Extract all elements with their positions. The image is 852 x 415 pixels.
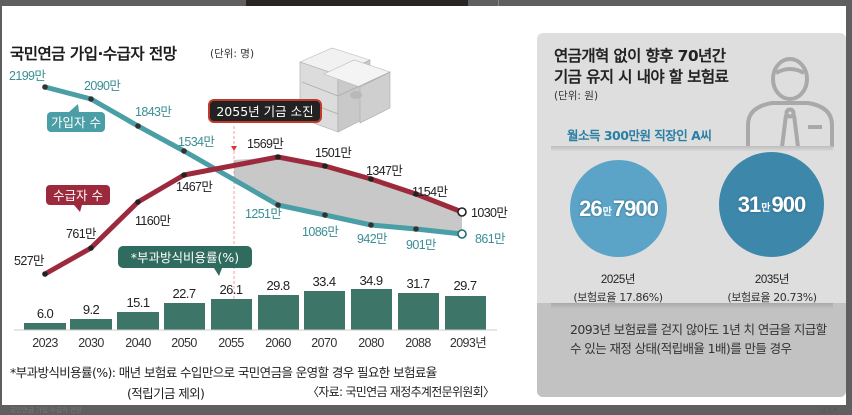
svg-text:942만: 942만 — [357, 232, 388, 246]
premium-divider — [551, 146, 833, 151]
money-stack-icon — [299, 47, 391, 133]
svg-text:2055: 2055 — [218, 336, 244, 350]
premium-circle-2035: 31 만 900 — [719, 152, 824, 257]
recipients-labels: 527만 761만 1160만 1467만 1569만 1501만 1347만 … — [14, 137, 509, 268]
svg-text:1501만: 1501만 — [315, 146, 352, 160]
premium-unit: (단위: 원) — [554, 90, 599, 102]
subscribers-callout: 가입자 수 — [47, 104, 105, 132]
subscribers-end-point — [457, 229, 467, 239]
subscribers-labels: 2199만 2090만 1843만 1534만 1251만 1086만 942만… — [9, 69, 507, 252]
svg-text:901만: 901만 — [406, 238, 437, 252]
premium-circle-2025: 26 만 7900 — [570, 160, 667, 257]
svg-text:2030: 2030 — [78, 336, 104, 350]
recipients-callout: 수급자 수 — [46, 185, 110, 212]
svg-text:6.0: 6.0 — [37, 306, 54, 321]
svg-text:1347만: 1347만 — [366, 164, 403, 178]
svg-text:2055년 기금 소진: 2055년 기금 소진 — [216, 104, 313, 119]
svg-text:1251만: 1251만 — [245, 207, 282, 221]
subscribers-points — [42, 84, 419, 232]
population-chart: 2199만 2090만 1843만 1534만 1251만 1086만 942만… — [9, 47, 509, 350]
background-photo-strip — [246, 0, 468, 8]
svg-text:29.8: 29.8 — [267, 278, 290, 293]
svg-text:22.7: 22.7 — [173, 286, 196, 301]
recipients-end-point — [457, 207, 467, 217]
source-credit: 〈자료: 국민연금 재정추계전문위원회〉 — [307, 385, 495, 399]
svg-text:1467만: 1467만 — [176, 180, 213, 194]
svg-text:2070: 2070 — [311, 336, 337, 350]
svg-text:2060: 2060 — [265, 336, 291, 350]
close-button[interactable]: 닫기✕ — [820, 405, 839, 414]
depletion-callout: 2055년 기금 소진 — [208, 99, 322, 123]
depletion-arrow-icon — [231, 146, 237, 151]
image-caption: 국민연금 가입·수급자 전망 — [10, 406, 82, 414]
svg-text:26.1: 26.1 — [220, 282, 243, 297]
svg-text:15.1: 15.1 — [127, 295, 150, 310]
ratio-footnote: *부과방식비용률(%): 매년 보험료 수입만으로 국민연금을 운영할 경우 필… — [10, 365, 437, 380]
svg-text:1569만: 1569만 — [247, 137, 284, 151]
svg-text:1154만: 1154만 — [412, 185, 448, 199]
ratio-bars — [24, 289, 486, 330]
ratio-footnote-2: (적립기금 제외) — [127, 386, 205, 401]
chart-title: 국민연금 가입·수급자 전망 — [10, 45, 177, 63]
svg-text:수급자 수: 수급자 수 — [53, 188, 103, 203]
svg-text:2050: 2050 — [171, 336, 197, 350]
svg-text:1030만: 1030만 — [471, 206, 508, 220]
svg-text:29.7: 29.7 — [454, 278, 477, 293]
svg-text:2040: 2040 — [125, 336, 151, 350]
svg-text:33.4: 33.4 — [313, 274, 336, 289]
svg-text:2093년: 2093년 — [450, 336, 486, 350]
premium-subtitle: 월소득 300만원 직장인 A씨 — [567, 128, 712, 143]
svg-text:1843만: 1843만 — [135, 105, 172, 119]
svg-text:9.2: 9.2 — [83, 302, 100, 317]
premium-note: 2093년 보험료를 걷지 않아도 1년 치 연금을 지급할 수 있는 재정 상… — [570, 322, 827, 356]
chart-unit: (단위: 명) — [210, 48, 255, 60]
premium-year-2025: 2025년 — [600, 274, 636, 286]
premium-note-box: 2093년 보험료를 걷지 않아도 1년 치 연금을 지급할 수 있는 재정 상… — [537, 303, 846, 397]
premium-panel: 연금개혁 없이 향후 70년간 기금 유지 시 내야 할 보험료 (단위: 원)… — [537, 33, 846, 397]
premium-rate-2035: (보험료율 20.73%) — [727, 291, 817, 304]
x-axis-labels: 2023 2030 2040 2050 2055 2060 2070 2080 … — [32, 336, 487, 350]
svg-text:2023: 2023 — [32, 336, 58, 350]
svg-text:가입자 수: 가입자 수 — [51, 115, 101, 130]
recipients-points — [42, 154, 419, 277]
svg-text:2080: 2080 — [358, 336, 384, 350]
svg-text:1086만: 1086만 — [302, 225, 339, 239]
background-divider — [498, 0, 499, 8]
svg-text:2088: 2088 — [405, 336, 431, 350]
svg-text:1160만: 1160만 — [135, 214, 171, 228]
svg-text:*부과방식비용률(%): *부과방식비용률(%) — [131, 250, 239, 265]
svg-text:2090만: 2090만 — [84, 79, 121, 93]
svg-text:1534만: 1534만 — [178, 135, 215, 149]
bar-value-labels: 6.0 9.2 15.1 22.7 26.1 29.8 33.4 34.9 31… — [37, 273, 478, 321]
premium-rate-2025: (보험료율 17.86%) — [573, 291, 663, 304]
premium-year-2035: 2035년 — [754, 274, 790, 286]
premium-title: 연금개혁 없이 향후 70년간 기금 유지 시 내야 할 보험료 — [554, 47, 729, 86]
svg-text:527만: 527만 — [14, 254, 45, 268]
svg-text:31.7: 31.7 — [407, 276, 430, 291]
svg-text:34.9: 34.9 — [360, 273, 383, 288]
close-icon: ✕ — [831, 405, 839, 414]
fund-gap-area — [234, 157, 462, 234]
svg-text:2199만: 2199만 — [9, 69, 46, 83]
office-worker-icon — [746, 57, 834, 147]
svg-text:861만: 861만 — [475, 232, 506, 246]
infographic-modal: 국민연금 가입·수급자 전망 (단위: 명) — [2, 6, 846, 414]
ratio-callout: *부과방식비용률(%) — [118, 246, 252, 276]
svg-text:761만: 761만 — [66, 227, 97, 241]
